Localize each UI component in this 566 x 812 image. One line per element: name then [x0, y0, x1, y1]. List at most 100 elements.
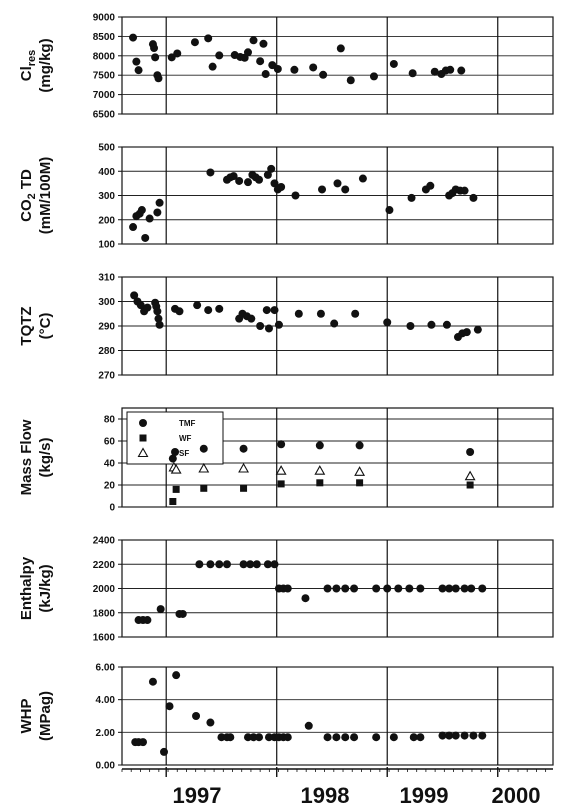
co2td-ytick-label-0: 100 — [98, 240, 115, 251]
tqtz-series-0-point-23 — [274, 320, 283, 329]
year-label-1998: 1998 — [301, 783, 350, 808]
massflow-series-0-point-3 — [239, 444, 248, 453]
massflow-series-0-point-6 — [355, 441, 364, 450]
clres-series-0-point-29 — [369, 72, 378, 81]
tqtz-series-0-point-4 — [143, 303, 152, 312]
panel-co2td: 100 200 300 400 500 CO2 TD (mM/100M) — [18, 143, 554, 251]
tqtz-ytick-label-3: 300 — [98, 297, 115, 308]
tqtz-series-0-point-28 — [383, 318, 392, 327]
enthalpy-series-0-point-18 — [301, 594, 310, 603]
tqtz-series-0-point-26 — [330, 319, 339, 328]
clres-ytick-label-3: 8000 — [93, 51, 116, 62]
whp-ytick-label-3: 6.00 — [96, 663, 116, 674]
massflow-ytick-label-0: 0 — [109, 503, 115, 514]
tqtz-series-0-point-25 — [316, 309, 325, 318]
clres-series-0-point-24 — [290, 65, 299, 74]
enthalpy-series-0-point-3 — [156, 605, 165, 614]
tqtz-series-0-point-21 — [264, 324, 273, 333]
enthalpy-series-0-point-24 — [383, 584, 392, 593]
co2td-series-0-point-25 — [341, 185, 350, 194]
clres-series-0-point-17 — [243, 48, 252, 57]
clres-series-0-point-23 — [273, 64, 282, 73]
tqtz-ytick-label-2: 290 — [98, 322, 115, 333]
massflow-ytick-label-2: 40 — [104, 459, 116, 470]
whp-series-0-point-32 — [460, 731, 469, 740]
massflow-series-2-point-4 — [275, 465, 287, 475]
whp-series-0-point-6 — [172, 671, 181, 680]
enthalpy-series-0-point-26 — [405, 584, 414, 593]
tqtz-series-0-point-9 — [155, 320, 164, 329]
massflow-series-1-point-3 — [240, 484, 248, 492]
massflow-series-0-point-7 — [466, 448, 475, 456]
clres-series-0-point-25 — [309, 63, 318, 72]
enthalpy-series-0-point-7 — [206, 560, 215, 569]
co2td-series-0-point-36 — [469, 193, 478, 202]
co2td-series-0-point-24 — [333, 179, 342, 188]
massflow-series-1-point-6 — [356, 479, 364, 487]
enthalpy-series-0-point-12 — [252, 560, 261, 569]
clres-series-0-point-26 — [319, 70, 328, 79]
clres-series-0-point-4 — [150, 44, 159, 53]
massflow-legend-label-0: TMF — [179, 419, 196, 428]
co2td-series-0-point-19 — [270, 179, 279, 188]
whp-series-0-point-29 — [438, 731, 447, 740]
co2td-series-0-point-12 — [235, 176, 244, 185]
massflow-ylabel: Mass Flow (kg/s) — [18, 419, 54, 495]
whp-ytick-label-1: 2.00 — [96, 728, 116, 739]
tqtz-ylabel: TQTZ (°C) — [18, 306, 54, 345]
whp-series-0-point-4 — [159, 747, 168, 756]
co2td-series-0-point-18 — [267, 164, 276, 173]
enthalpy-series-0-point-6 — [195, 560, 204, 569]
massflow-ytick-label-4: 80 — [104, 415, 116, 426]
massflow-ytick-label-3: 60 — [104, 437, 116, 448]
clres-series-0-point-7 — [154, 74, 163, 83]
clres-plot-frame — [121, 16, 554, 115]
enthalpy-series-0-point-31 — [460, 584, 469, 593]
whp-ylabel: WHP (MPag) — [18, 691, 54, 741]
massflow-series-legend-point-legend-1 — [139, 434, 147, 442]
tqtz-series-0-point-31 — [442, 320, 451, 329]
whp-series-0-point-5 — [165, 702, 174, 711]
whp-series-0-point-30 — [445, 731, 454, 740]
whp-series-0-point-23 — [341, 733, 350, 742]
co2td-series-0-point-17 — [263, 170, 272, 179]
clres-series-0-point-19 — [256, 57, 265, 66]
enthalpy-series-0-point-22 — [350, 584, 359, 593]
clres-series-0 — [129, 33, 466, 85]
co2td-series-0-point-5 — [145, 214, 154, 223]
whp-series-0-point-13 — [249, 733, 258, 742]
enthalpy-series-0-point-19 — [323, 584, 332, 593]
massflow-series-1-point-0 — [169, 498, 177, 505]
co2td-series-0-point-23 — [318, 185, 327, 194]
tqtz-series-0 — [130, 291, 482, 342]
whp-series-0-point-7 — [192, 712, 201, 720]
enthalpy-series-0 — [134, 560, 487, 625]
co2td-ylabel-line2: (mM/100M) — [37, 157, 54, 235]
whp-series-0-point-34 — [478, 731, 487, 740]
co2td-ylabel: CO2 TD (mM/100M) — [18, 157, 54, 235]
clres-ylabel-line2: (mg/kg) — [37, 38, 54, 92]
co2td-series-0-point-26 — [358, 174, 367, 183]
clres-ytick-label-1: 7000 — [93, 90, 116, 101]
co2td-series-0-point-4 — [141, 233, 150, 242]
clres-series-0-point-18 — [249, 36, 258, 45]
tqtz-ytick-label-1: 280 — [98, 346, 115, 357]
co2td-series-0-point-8 — [206, 168, 215, 177]
enthalpy-series-0-point-10 — [239, 560, 248, 569]
enthalpy-series-0-point-23 — [372, 584, 381, 593]
whp-series-0-point-20 — [304, 721, 313, 730]
enthalpy-series-0-point-2 — [143, 616, 152, 625]
enthalpy-ytick-label-2: 2000 — [93, 584, 116, 595]
tqtz-ytick-label-0: 270 — [98, 371, 115, 382]
clres-series-0-point-36 — [457, 66, 466, 75]
massflow-series-1-point-5 — [316, 479, 324, 487]
enthalpy-series-0-point-9 — [222, 560, 231, 569]
whp-plot-frame — [121, 666, 554, 766]
tqtz-series-0-point-20 — [262, 306, 271, 315]
co2td-series-0-point-28 — [407, 193, 416, 202]
co2td-ylabel-line1: CO2 TD — [18, 169, 38, 222]
enthalpy-series-0-point-20 — [332, 584, 341, 593]
whp-series-0-point-15 — [264, 733, 273, 742]
clres-ylabel-line1: Clres — [18, 50, 38, 82]
enthalpy-series-0-point-21 — [341, 584, 350, 593]
